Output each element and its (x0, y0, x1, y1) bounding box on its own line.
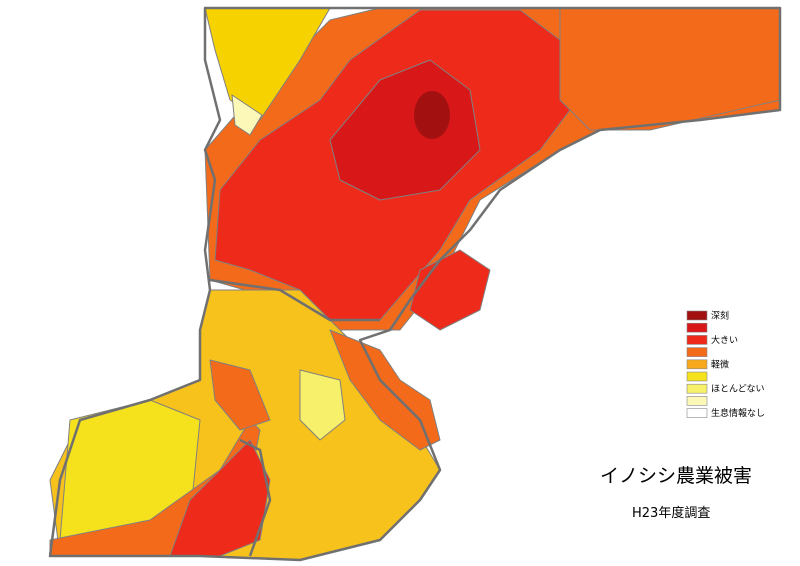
legend-label: 生息情報なし (711, 407, 765, 419)
prefecture-border (239, 438, 272, 557)
legend-swatch (686, 396, 708, 406)
legend-swatch (686, 383, 708, 394)
region-deep-red (329, 59, 481, 201)
map-title: イノシシ農業被害 (600, 465, 752, 487)
region-slight (299, 369, 346, 441)
prefecture-border (209, 278, 380, 322)
region-pale (231, 94, 263, 136)
region-severe (414, 91, 450, 139)
legend-label: 深刻 (711, 310, 729, 322)
legend-label: ほとんどない (711, 384, 765, 395)
region-orange-west (209, 359, 271, 431)
legend-swatch (686, 408, 708, 418)
legend-swatch (686, 359, 708, 370)
legend-swatch (686, 347, 708, 357)
legend-swatch (686, 310, 708, 321)
legend-label: 大きい (711, 334, 738, 346)
legend-swatch (686, 335, 708, 345)
legend-label: 軽微 (711, 358, 729, 370)
map (48, 6, 782, 562)
region-red-peninsula (409, 249, 491, 331)
region-orange-east (329, 329, 441, 451)
coastline (48, 6, 782, 562)
legend-swatch (686, 371, 708, 382)
legend-swatch (686, 322, 708, 333)
map-subtitle: H23年度調査 (632, 505, 710, 521)
